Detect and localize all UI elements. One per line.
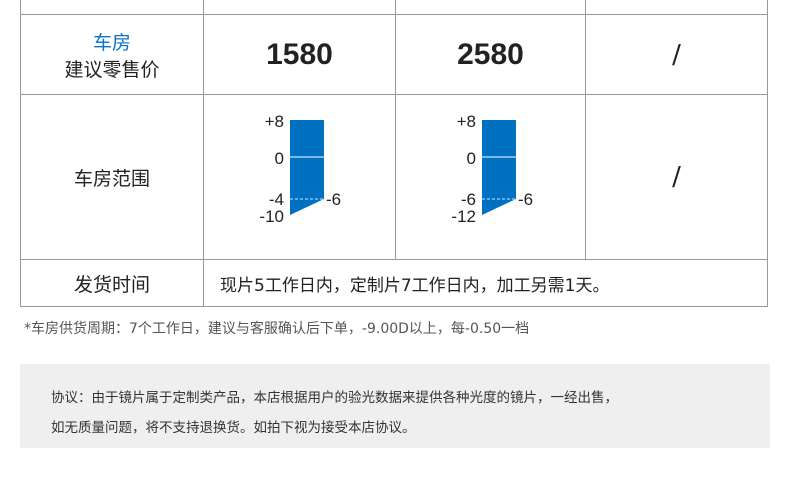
- gauge-bar: [482, 120, 516, 215]
- gauge-side-label: -6: [518, 190, 533, 209]
- gauge-side-label: -6: [326, 190, 341, 209]
- gauge-bottom-label: -10: [259, 207, 284, 226]
- gauge-mid-label: -4: [269, 190, 284, 209]
- range-label: 车房范围: [20, 94, 204, 260]
- agreement-box: 协议：由于镜片属于定制类产品，本店根据用户的验光数据来提供各种光度的镜片，一经出…: [20, 364, 770, 448]
- agreement-line: 协议：由于镜片属于定制类产品，本店根据用户的验光数据来提供各种光度的镜片，一经出…: [51, 390, 618, 406]
- ship-value: 现片5工作日内，定制片7工作日内，加工另需1天。: [203, 259, 768, 307]
- supply-note: *车房供货周期：7个工作日，建议与客服确认后下单，-9.00D以上，每-0.50…: [24, 321, 530, 337]
- range-row: 车房范围 +8 0 -4 -10 -6 +8 0 -6 -12 -6 /: [20, 94, 768, 260]
- price-label-top: 车房: [92, 31, 131, 54]
- gauge-top-label: +8: [265, 112, 284, 131]
- gauge-zero-label: 0: [275, 149, 284, 168]
- price-value: /: [585, 14, 768, 95]
- range-value: /: [585, 94, 768, 260]
- gauge-zero-label: 0: [467, 149, 476, 168]
- spec-table: 车房建议零售价 1580 2580 / 车房范围 +8 0 -4 -10 -6 +8 0 -…: [20, 0, 768, 307]
- gauge-bottom-label: -12: [451, 207, 476, 226]
- range-gauge: +80-6-12-6: [451, 112, 533, 226]
- agreement-line: 如无质量问题，将不支持退换货。如拍下视为接受本店协议。: [51, 420, 416, 436]
- ship-label: 发货时间: [20, 259, 204, 307]
- gauge-mid-label: -6: [461, 190, 476, 209]
- range-gauge: +8 0 -4-10 -6: [259, 112, 341, 226]
- price-value: 1580: [203, 14, 396, 95]
- gauge-bar: [290, 120, 324, 215]
- price-label-bottom: 建议零售价: [64, 58, 160, 81]
- price-value: 2580: [395, 14, 586, 95]
- ship-row: 发货时间 现片5工作日内，定制片7工作日内，加工另需1天。: [20, 259, 768, 307]
- gauge-top-label: +8: [457, 112, 476, 131]
- price-row: 车房建议零售价 1580 2580 /: [20, 14, 768, 95]
